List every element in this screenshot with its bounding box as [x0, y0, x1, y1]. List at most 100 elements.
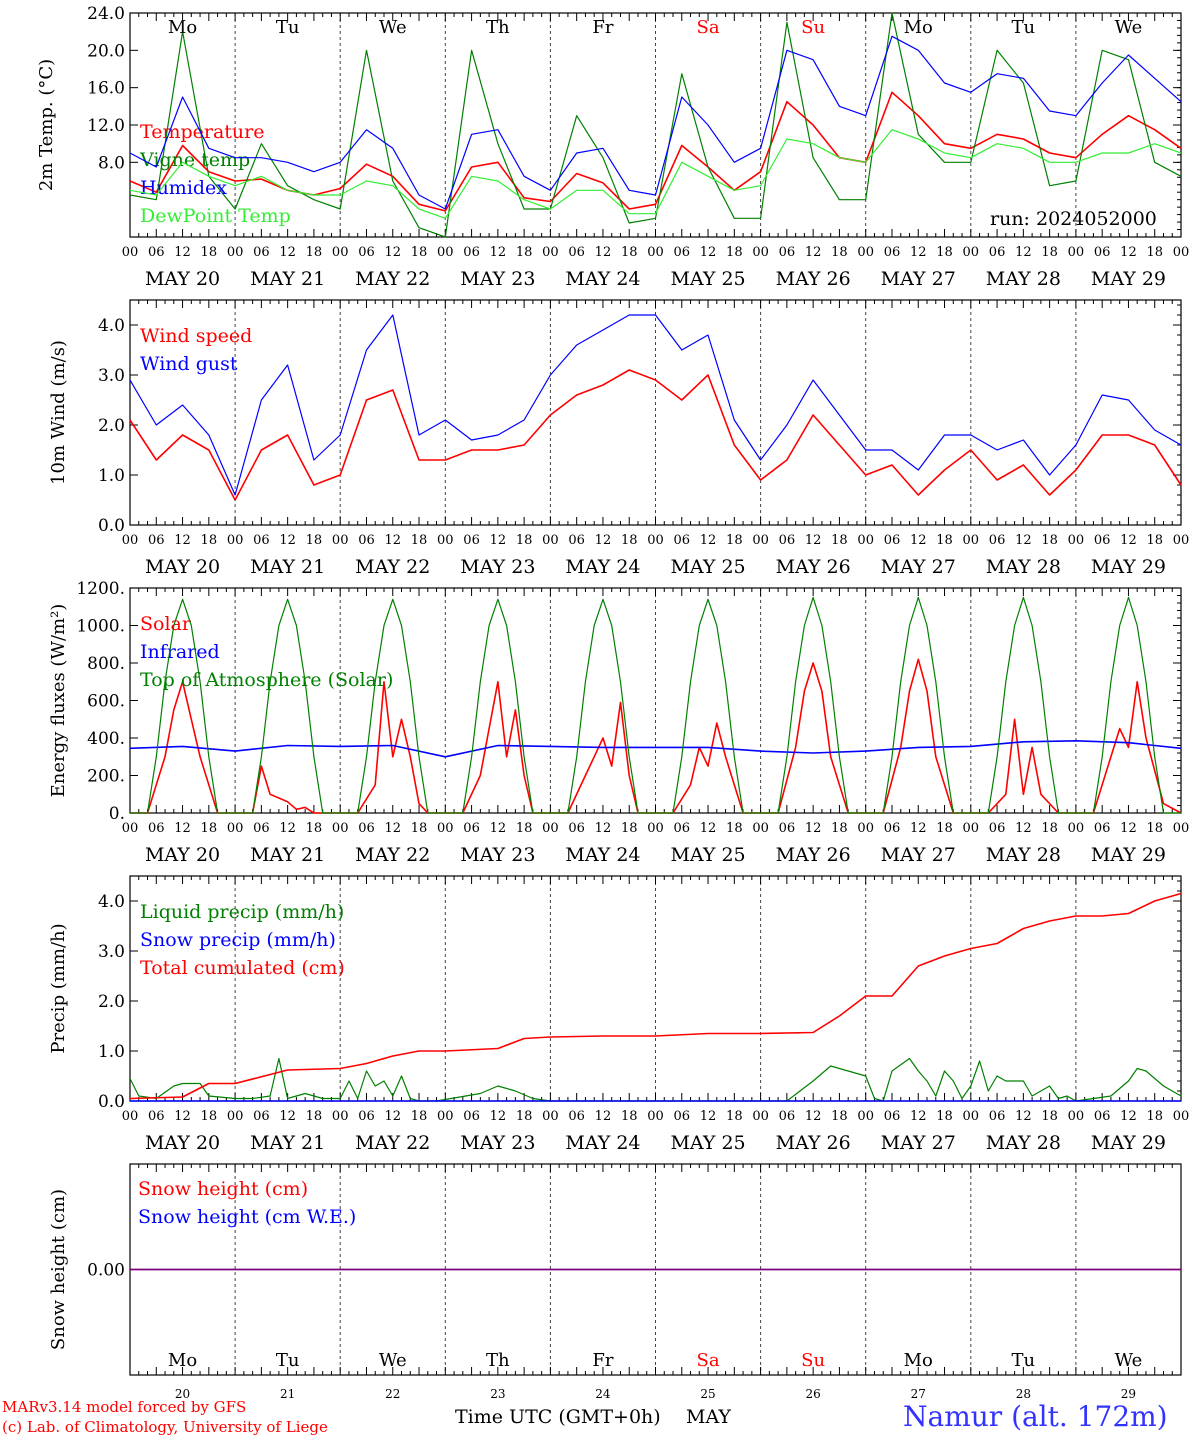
legend-entry: Total cumulated (cm): [140, 957, 345, 979]
date-label: MAY 22: [355, 844, 430, 866]
legend-entry: DewPoint Temp: [140, 205, 291, 227]
hour-label: 00: [332, 245, 349, 260]
hour-label: 00: [542, 821, 559, 836]
legend-entry: Snow height (cm W.E.): [138, 1206, 356, 1228]
weekday-label: Fr: [592, 17, 613, 38]
hour-label: 18: [306, 1109, 323, 1124]
date-label: MAY 27: [881, 844, 956, 866]
hour-label: 18: [726, 245, 743, 260]
hour-label: 12: [1015, 245, 1032, 260]
hour-label: 18: [831, 821, 848, 836]
hour-label: 06: [779, 533, 796, 548]
hour-label: 06: [253, 533, 270, 548]
hour-label: 18: [411, 533, 428, 548]
hour-label: 18: [306, 245, 323, 260]
date-label: MAY 25: [670, 556, 745, 578]
weekday-label: Th: [486, 17, 510, 38]
hour-label: 00: [857, 245, 874, 260]
hour-label: 12: [1120, 1109, 1137, 1124]
y-tick-label: 0.00: [87, 1261, 125, 1281]
date-label: MAY 21: [250, 268, 325, 290]
hour-label: 06: [568, 245, 585, 260]
hour-label: 06: [463, 821, 480, 836]
date-label: MAY 29: [1091, 556, 1166, 578]
hour-label: 18: [1041, 1109, 1058, 1124]
hour-label: 00: [122, 533, 139, 548]
y-tick-label: 1.0: [98, 1042, 125, 1062]
day-number-label: 25: [700, 1387, 715, 1401]
hour-label: 18: [726, 821, 743, 836]
model-credit: MARv3.14 model forced by GFS: [2, 1398, 247, 1416]
time-axis-label: Time UTC (GMT+0h): [455, 1406, 661, 1428]
hour-label: 00: [752, 245, 769, 260]
hour-label: 00: [122, 245, 139, 260]
day-number-label: 24: [595, 1387, 611, 1401]
date-label: MAY 21: [250, 844, 325, 866]
y-tick-label: 2.0: [98, 992, 125, 1012]
date-label: MAY 23: [460, 844, 535, 866]
day-number-label: 27: [911, 1387, 926, 1401]
y-tick-label: 3.0: [98, 366, 125, 386]
y-tick-label: 0.0: [98, 516, 125, 536]
date-label: MAY 20: [145, 1132, 220, 1154]
date-label: MAY 24: [565, 556, 640, 578]
hour-label: 18: [201, 245, 218, 260]
hour-label: 06: [358, 245, 375, 260]
weekday-label: Sa: [697, 17, 720, 38]
hour-label: 18: [201, 1109, 218, 1124]
y-tick-label: 600.: [87, 692, 125, 712]
hour-label: 00: [963, 533, 980, 548]
hour-label: 18: [516, 245, 533, 260]
legend-entry: Wind gust: [140, 353, 238, 375]
y-tick-label: 2.0: [98, 416, 125, 436]
hour-label: 12: [805, 821, 822, 836]
day-number-label: 23: [490, 1387, 505, 1401]
weekday-label: We: [379, 17, 407, 38]
day-number-label: 28: [1016, 1387, 1031, 1401]
month-label: MAY: [686, 1406, 731, 1428]
hour-label: 00: [752, 821, 769, 836]
hour-label: 12: [279, 1109, 296, 1124]
day-number-label: 26: [806, 1387, 821, 1401]
hour-label: 12: [279, 245, 296, 260]
hour-label: 12: [174, 1109, 191, 1124]
y-axis-label-3: Precip (mm/h): [48, 923, 69, 1053]
hour-label: 00: [332, 1109, 349, 1124]
hour-label: 00: [1173, 533, 1190, 548]
hour-label: 12: [595, 1109, 612, 1124]
y-tick-label: 800.: [87, 654, 125, 674]
hour-label: 18: [831, 533, 848, 548]
hour-label: 18: [936, 1109, 953, 1124]
legend-entry: Snow height (cm): [138, 1178, 308, 1200]
hour-label: 06: [779, 245, 796, 260]
hour-label: 06: [568, 821, 585, 836]
hour-label: 00: [227, 533, 244, 548]
hour-label: 00: [647, 533, 664, 548]
hour-label: 18: [621, 821, 638, 836]
hour-label: 06: [674, 821, 691, 836]
hour-label: 12: [700, 1109, 717, 1124]
y-axis-label-1: 10m Wind (m/s): [48, 340, 69, 485]
hour-label: 06: [674, 533, 691, 548]
date-label: MAY 23: [460, 268, 535, 290]
hour-label: 06: [989, 821, 1006, 836]
hour-label: 18: [1146, 245, 1163, 260]
hour-label: 00: [227, 1109, 244, 1124]
date-label: MAY 26: [776, 268, 851, 290]
y-axis-label-4: Snow height (cm): [48, 1189, 69, 1350]
date-label: MAY 21: [250, 1132, 325, 1154]
hour-label: 12: [805, 245, 822, 260]
weekday-label: Tu: [276, 17, 300, 38]
date-label: MAY 26: [776, 556, 851, 578]
date-label: MAY 25: [670, 844, 745, 866]
hour-label: 18: [516, 533, 533, 548]
hour-label: 00: [122, 1109, 139, 1124]
hour-label: 00: [857, 821, 874, 836]
hour-label: 00: [542, 1109, 559, 1124]
y-axis-label-0: 2m Temp. (°C): [36, 59, 57, 191]
hour-label: 12: [595, 821, 612, 836]
date-label: MAY 24: [565, 268, 640, 290]
date-label: MAY 27: [881, 1132, 956, 1154]
hour-label: 12: [700, 533, 717, 548]
